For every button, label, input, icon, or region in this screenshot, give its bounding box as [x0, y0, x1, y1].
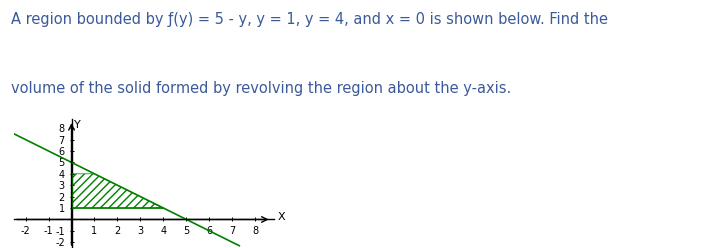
- Text: Y: Y: [74, 120, 81, 130]
- Text: A region bounded by ƒ(y) = 5 - y, y = 1, y = 4, and x = 0 is shown below. Find t: A region bounded by ƒ(y) = 5 - y, y = 1,…: [11, 12, 607, 27]
- Text: volume of the solid formed by revolving the region about the y-axis.: volume of the solid formed by revolving …: [11, 81, 511, 95]
- Text: X: X: [277, 212, 285, 222]
